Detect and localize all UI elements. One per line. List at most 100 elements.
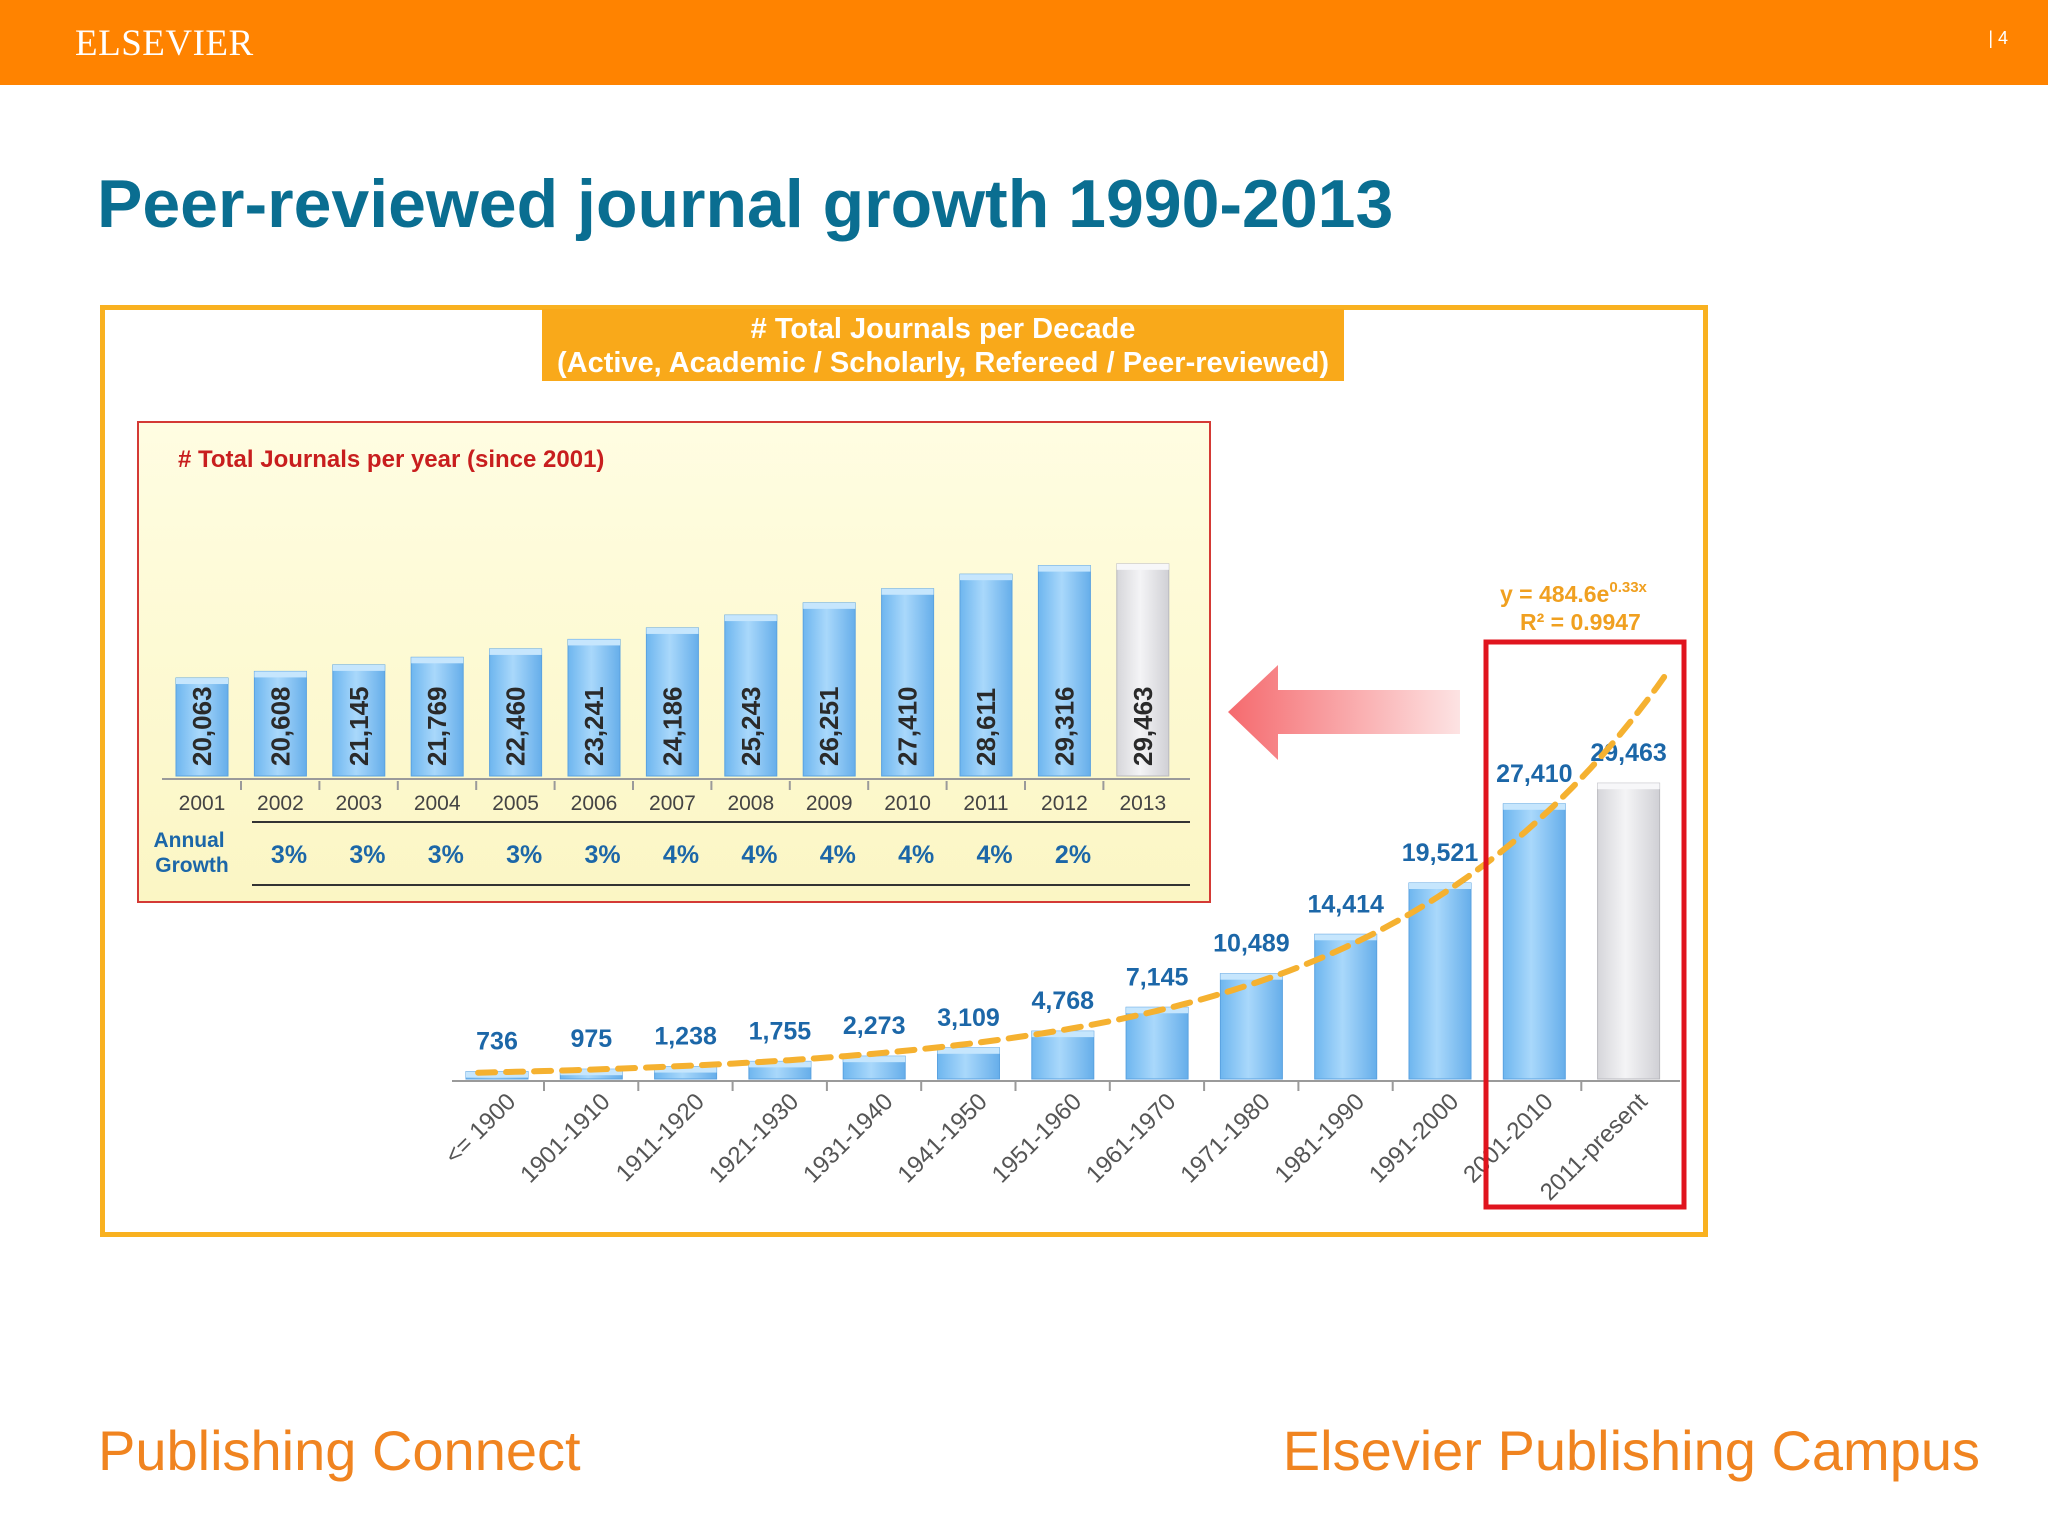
decade-bar-cap xyxy=(466,1071,528,1078)
yearly-value-label: 29,463 xyxy=(1128,686,1158,766)
yearly-bar xyxy=(959,573,1013,777)
yearly-bar-cap xyxy=(332,664,385,671)
decade-bar-cap xyxy=(1220,973,1283,980)
decade-chart-header: # Total Journals per Decade (Active, Aca… xyxy=(542,309,1344,381)
decade-category-label: 1921-1930 xyxy=(704,1088,804,1188)
annual-growth-row: 3% 3% 3% 3% 3% 4% 4% 4% 4% 4% 2% xyxy=(271,841,1091,869)
annual-growth-value: 3% xyxy=(349,841,385,869)
annual-growth-value: 4% xyxy=(820,841,856,869)
yearly-value-label: 27,410 xyxy=(893,686,923,766)
annual-growth-value: 3% xyxy=(585,841,621,869)
decade-bar-cap xyxy=(1031,1031,1094,1038)
annual-growth-value: 4% xyxy=(977,841,1013,869)
yearly-bar-cap xyxy=(254,671,307,678)
yearly-value-label: 23,241 xyxy=(579,686,609,766)
yearly-bar-cap xyxy=(960,574,1012,581)
decade-category-label: 1981-1990 xyxy=(1270,1088,1370,1188)
decade-bar xyxy=(1408,882,1472,1080)
yearly-bar-cap xyxy=(568,639,620,646)
annual-growth-value: 4% xyxy=(663,841,699,869)
yearly-bar xyxy=(645,627,699,777)
decade-bar xyxy=(1597,782,1661,1080)
yearly-bar xyxy=(489,648,543,777)
decade-category-label: 1971-1980 xyxy=(1175,1088,1275,1188)
decade-category-label: <= 1900 xyxy=(440,1088,521,1169)
decade-value-label: 736 xyxy=(476,1028,518,1056)
decade-category-label: 2001-2010 xyxy=(1458,1088,1558,1188)
decade-chart-title: # Total Journals per Decade xyxy=(750,313,1136,345)
decade-bar-cap xyxy=(1409,883,1471,890)
yearly-value-label: 21,769 xyxy=(422,686,452,766)
trendline-equation: y = 484.6e0.33x xyxy=(1500,579,1648,607)
yearly-bar xyxy=(332,664,386,777)
decade-value-label: 7,145 xyxy=(1126,963,1189,991)
decade-bar-cap xyxy=(1503,803,1566,810)
yearly-bar xyxy=(253,670,307,777)
decade-category-label: 1961-1970 xyxy=(1081,1088,1181,1188)
decade-category-label: 1991-2000 xyxy=(1364,1088,1464,1188)
yearly-category-label: 2006 xyxy=(571,792,618,815)
decade-value-label: 1,238 xyxy=(654,1023,717,1051)
annual-growth-value: 3% xyxy=(428,841,464,869)
decade-value-label: 4,768 xyxy=(1032,987,1095,1015)
yearly-bar-cap xyxy=(1116,563,1169,570)
yearly-bar xyxy=(1116,563,1170,777)
yearly-bar-cap xyxy=(411,657,464,664)
decade-category-label: 1911-1920 xyxy=(611,1088,710,1187)
decade-value-label: 975 xyxy=(570,1025,612,1053)
decade-bar-cap xyxy=(748,1061,811,1068)
yearly-bar xyxy=(175,677,229,777)
growth-label-line2: Growth xyxy=(155,854,229,877)
page-number: | 4 xyxy=(1988,28,2008,48)
yearly-category-label: 2008 xyxy=(727,792,774,815)
yearly-category-label: 2011 xyxy=(963,792,1008,815)
yearly-category-label: 2012 xyxy=(1041,792,1088,815)
yearly-bar-cap xyxy=(489,648,542,655)
yearly-chart-title: # Total Journals per year (since 2001) xyxy=(178,446,604,473)
top-bar: ELSEVIER | 4 xyxy=(0,0,2048,85)
yearly-bar-cap xyxy=(176,678,228,685)
yearly-value-label: 20,063 xyxy=(187,686,217,766)
yearly-bar xyxy=(802,602,856,777)
highlight-box xyxy=(1483,639,1687,1210)
yearly-category-label: 2004 xyxy=(414,792,461,815)
exponential-trendline xyxy=(475,670,1670,1076)
decade-value-label: 27,410 xyxy=(1496,760,1572,788)
decade-bar xyxy=(1031,1030,1095,1080)
yearly-value-label: 20,608 xyxy=(265,686,295,766)
yearly-category-label: 2003 xyxy=(335,792,382,815)
brand-logo: ELSEVIER xyxy=(75,23,254,64)
yearly-category-label: 2009 xyxy=(806,792,853,815)
yearly-category-label: 2001 xyxy=(179,792,226,815)
decade-bar-cap xyxy=(843,1056,906,1063)
yearly-bar-cap xyxy=(646,627,699,634)
yearly-value-label: 24,186 xyxy=(657,686,687,766)
slide-title: Peer-reviewed journal growth 1990-2013 xyxy=(97,166,1394,242)
footer-publishing-connect: Publishing Connect xyxy=(98,1419,581,1482)
yearly-bars: 20,063 2001 20,608 2002 21,145 2003 21,769 2004… xyxy=(175,563,1170,815)
decade-value-label: 10,489 xyxy=(1213,930,1289,958)
yearly-bar-cap xyxy=(724,615,777,622)
growth-label-line1: Annual xyxy=(153,829,224,852)
decade-category-label: 1951-1960 xyxy=(987,1088,1087,1188)
decade-value-label: 1,755 xyxy=(749,1017,812,1045)
decade-chart-subtitle: (Active, Academic / Scholarly, Refereed … xyxy=(556,347,1330,379)
decade-bar-cap xyxy=(654,1066,717,1073)
yearly-value-label: 25,243 xyxy=(736,686,766,766)
pointer-arrow xyxy=(1228,665,1460,760)
decade-bar-cap xyxy=(937,1047,1000,1054)
yearly-value-label: 21,145 xyxy=(344,686,374,766)
decade-category-label: 1901-1910 xyxy=(515,1088,615,1188)
yearly-category-label: 2010 xyxy=(884,792,931,815)
yearly-category-label: 2007 xyxy=(649,792,696,815)
trendline-equation-exponent: 0.33x xyxy=(1609,579,1647,596)
annual-growth-value: 4% xyxy=(898,841,934,869)
yearly-category-label: 2013 xyxy=(1119,792,1166,815)
decade-value-label: 3,109 xyxy=(937,1004,1000,1032)
decade-value-label: 14,414 xyxy=(1307,890,1384,918)
yearly-bar xyxy=(410,656,464,777)
decade-category-label: 1931-1940 xyxy=(798,1088,898,1188)
yearly-category-label: 2002 xyxy=(257,792,304,815)
decade-bar xyxy=(1502,803,1566,1080)
